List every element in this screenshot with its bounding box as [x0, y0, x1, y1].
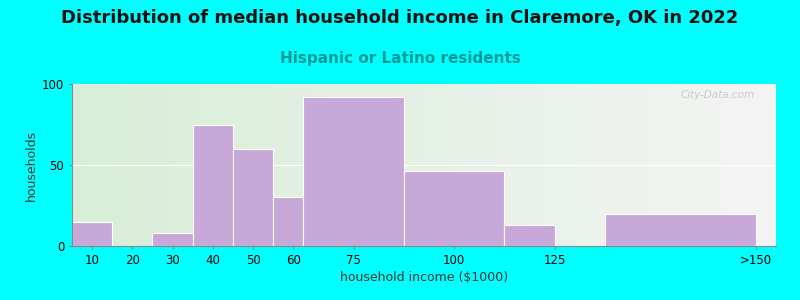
Text: City-Data.com: City-Data.com — [681, 91, 755, 100]
Bar — [72, 222, 112, 246]
Text: Distribution of median household income in Claremore, OK in 2022: Distribution of median household income … — [62, 9, 738, 27]
Bar — [193, 124, 233, 246]
Bar — [505, 225, 554, 246]
Bar — [233, 149, 273, 246]
Y-axis label: households: households — [25, 129, 38, 201]
Bar — [153, 233, 193, 246]
Text: Hispanic or Latino residents: Hispanic or Latino residents — [279, 51, 521, 66]
Bar — [605, 214, 756, 246]
Bar — [273, 197, 303, 246]
X-axis label: household income ($1000): household income ($1000) — [340, 271, 508, 284]
Bar — [303, 97, 404, 246]
Bar — [404, 172, 505, 246]
